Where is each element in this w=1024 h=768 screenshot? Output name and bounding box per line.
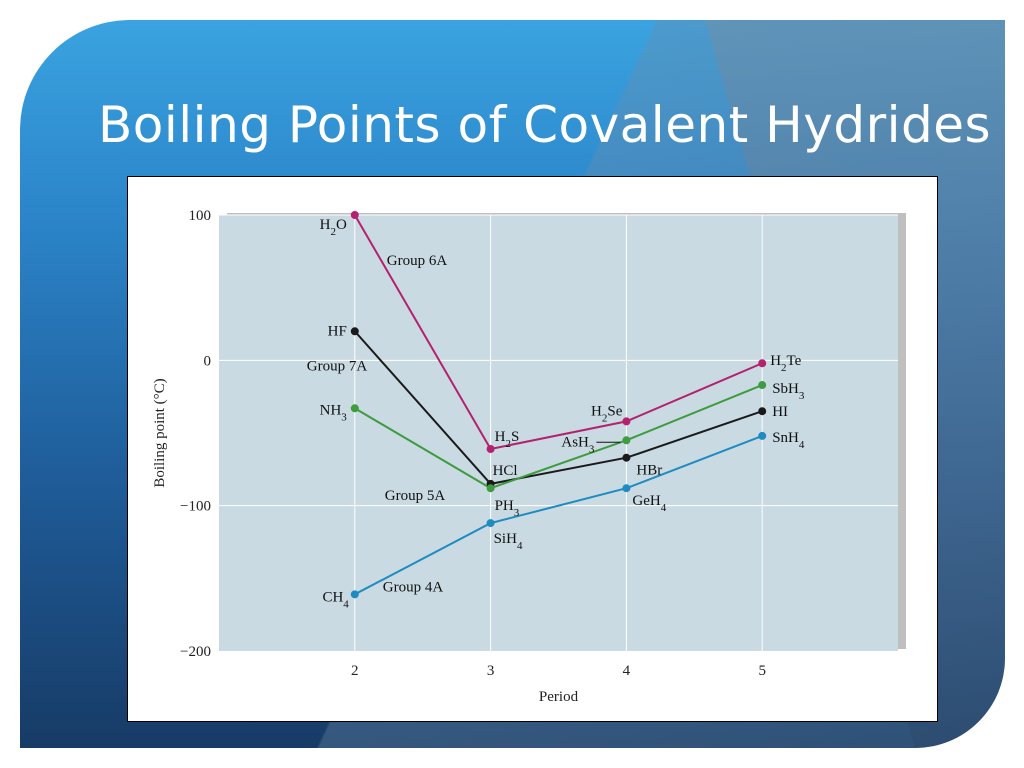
point-label: CH4 (322, 589, 349, 610)
point-label: H2S (495, 429, 520, 450)
point-label: GeH4 (632, 493, 666, 514)
data-point (758, 381, 767, 390)
point-label: SnH4 (772, 430, 805, 451)
point-label: AsH3 (561, 434, 595, 455)
y-tick-label: −100 (180, 499, 211, 515)
series-line (354, 330, 763, 485)
point-label: H2Se (591, 403, 623, 424)
point-label: HF (328, 323, 347, 339)
data-point (350, 590, 359, 599)
data-point (758, 431, 767, 440)
point-label: SbH3 (772, 381, 805, 402)
data-point (486, 519, 495, 528)
y-tick-label: 0 (204, 353, 212, 369)
data-point (622, 436, 631, 445)
point-label: HI (772, 404, 788, 420)
x-axis-label: Period (539, 689, 579, 705)
data-point (350, 404, 359, 413)
series-points (350, 211, 767, 599)
series-line (354, 434, 763, 596)
data-point (350, 211, 359, 219)
data-point (486, 444, 495, 453)
data-point (350, 327, 359, 336)
x-tick-label: 3 (487, 663, 495, 679)
x-tick-label: 4 (623, 663, 631, 679)
x-tick-label: 5 (758, 663, 766, 679)
x-tick-label: 2 (351, 663, 359, 679)
point-label: H2Te (770, 353, 801, 374)
group-label: Group 4A (383, 579, 444, 595)
tick-labels: 100 0 −100 −200 2 3 4 5 (180, 208, 766, 679)
data-point (622, 417, 631, 426)
data-point (622, 484, 631, 493)
y-tick-label: 100 (189, 208, 212, 224)
point-label: H2O (320, 217, 347, 238)
point-label: PH3 (495, 498, 520, 519)
slide-title: Boiling Points of Covalent Hydrides (98, 96, 992, 154)
point-label: SiH4 (494, 531, 523, 552)
plot-area (219, 215, 898, 651)
data-point (758, 359, 767, 368)
point-labels: H2O H2S H2Se H2Te HF HCl HBr HI NH3 PH3 AsH3 SbH3 CH… (307, 217, 805, 610)
point-label: HBr (636, 463, 662, 479)
point-label: NH3 (320, 402, 348, 423)
group-label: Group 5A (385, 488, 446, 504)
series-line (354, 384, 763, 490)
data-point (622, 453, 631, 462)
group-label: Group 6A (387, 253, 448, 269)
data-point (486, 484, 495, 493)
data-point (758, 407, 767, 416)
y-tick-label: −200 (180, 644, 211, 660)
point-label: HCl (493, 463, 518, 479)
series-lines (353, 214, 763, 596)
group-label: Group 7A (307, 358, 368, 374)
y-axis-label: Boiling point (°C) (152, 378, 168, 487)
chart-frame: 100 0 −100 −200 2 3 4 5 H2O H2S H2Se H2Te HF HCl HBr H… (127, 176, 938, 722)
series-line (353, 214, 763, 451)
